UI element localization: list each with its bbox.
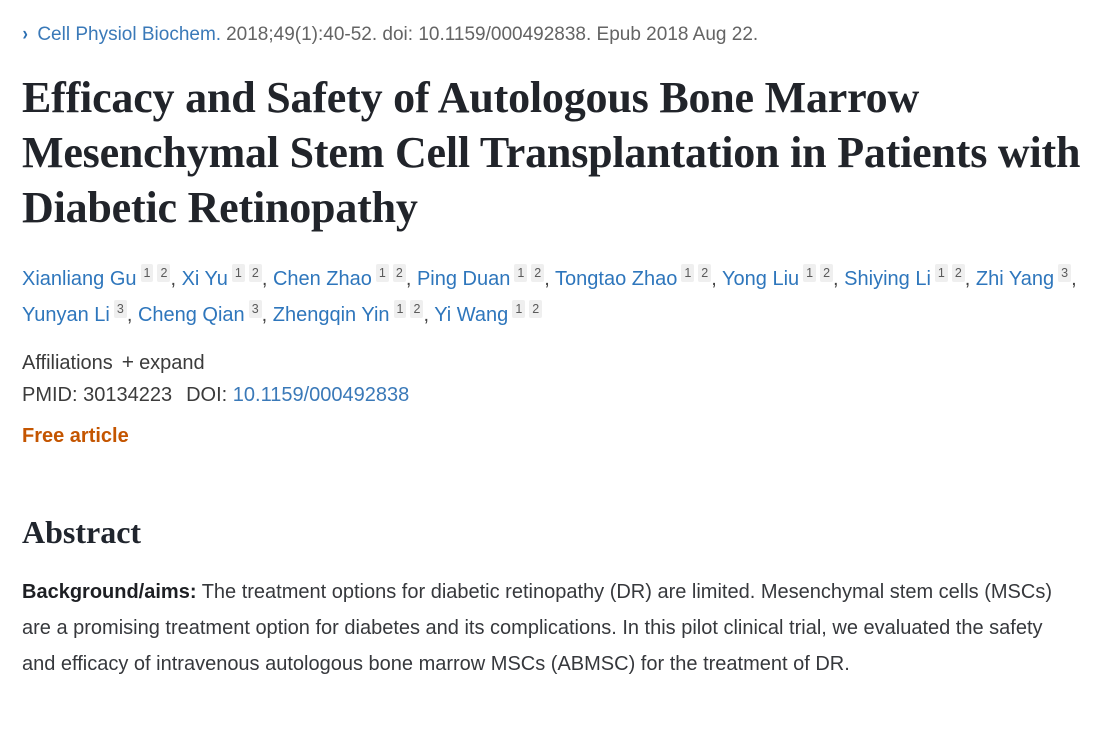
expand-affiliations-link[interactable]: expand bbox=[139, 352, 205, 374]
affiliations-label: Affiliations bbox=[22, 352, 113, 374]
author-affiliation-badge[interactable]: 2 bbox=[529, 300, 543, 318]
author-affiliation-badge[interactable]: 2 bbox=[531, 264, 545, 282]
author-affiliation-badge[interactable]: 2 bbox=[157, 264, 171, 282]
author-link[interactable]: Yi Wang bbox=[434, 304, 509, 326]
author-separator: , bbox=[126, 304, 138, 326]
author-affiliation-badge[interactable]: 2 bbox=[392, 264, 406, 282]
author-link[interactable]: Shiying Li bbox=[844, 268, 931, 290]
author-affiliation-badge[interactable]: 1 bbox=[803, 264, 817, 282]
author-separator: , bbox=[544, 268, 556, 290]
author-affiliation-badge[interactable]: 2 bbox=[951, 264, 965, 282]
doi-label: DOI: bbox=[186, 384, 228, 406]
affiliations-row: Affiliations + expand bbox=[22, 348, 1096, 378]
author-separator: , bbox=[833, 268, 845, 290]
identifiers-row: PMID: 30134223 DOI: 10.1159/000492838 bbox=[22, 378, 1096, 412]
page-title: Efficacy and Safety of Autologous Bone M… bbox=[22, 73, 1081, 232]
author-affiliation-badge[interactable]: 2 bbox=[820, 264, 834, 282]
author-affiliation-badge[interactable]: 1 bbox=[681, 264, 695, 282]
author-affiliation-badge[interactable]: 3 bbox=[113, 300, 127, 318]
author-separator: , bbox=[711, 268, 723, 290]
author-affiliation-badge[interactable]: 1 bbox=[375, 264, 389, 282]
article-meta: Affiliations + expand PMID: 30134223 DOI: 1… bbox=[22, 348, 1096, 450]
chevron-right-icon[interactable]: › bbox=[22, 24, 28, 45]
citation-line: › Cell Physiol Biochem. 2018;49(1):40-52… bbox=[22, 22, 1096, 48]
author-link[interactable]: Ping Duan bbox=[416, 268, 511, 290]
author-link[interactable]: Chen Zhao bbox=[272, 268, 372, 290]
plus-icon[interactable]: + bbox=[121, 351, 135, 374]
author-link[interactable]: Xianliang Gu bbox=[22, 268, 137, 290]
author-affiliation-badge[interactable]: 2 bbox=[410, 300, 424, 318]
author-separator: , bbox=[405, 268, 417, 290]
pmid-label: PMID: bbox=[22, 384, 78, 406]
author-list: Xianliang Gu 1 2, Xi Yu 1 2, Chen Zhao 1 2, Pi… bbox=[22, 261, 1096, 333]
abstract-heading: Abstract bbox=[22, 514, 142, 550]
author-separator: , bbox=[1071, 268, 1077, 290]
author-affiliation-badge[interactable]: 1 bbox=[231, 264, 245, 282]
abstract-body: Background/aims: The treatment options f… bbox=[22, 574, 1077, 682]
author-affiliation-badge[interactable]: 1 bbox=[934, 264, 948, 282]
author-separator: , bbox=[261, 304, 273, 326]
author-affiliation-badge[interactable]: 1 bbox=[512, 300, 526, 318]
pmid-value: 30134223 bbox=[83, 384, 173, 406]
author-link[interactable]: Zhi Yang bbox=[975, 268, 1055, 290]
abstract-section-label: Background/aims: bbox=[22, 581, 197, 603]
abstract-section-text: The treatment options for diabetic retin… bbox=[22, 581, 1052, 675]
author-affiliation-badge[interactable]: 3 bbox=[248, 300, 262, 318]
author-affiliation-badge[interactable]: 1 bbox=[140, 264, 154, 282]
doi-link[interactable]: 10.1159/000492838 bbox=[232, 384, 410, 406]
article-page: › Cell Physiol Biochem. 2018;49(1):40-52… bbox=[22, 22, 1096, 682]
author-affiliation-badge[interactable]: 1 bbox=[514, 264, 528, 282]
journal-name[interactable]: Cell Physiol Biochem. bbox=[37, 24, 222, 45]
author-link[interactable]: Zhengqin Yin bbox=[272, 304, 390, 326]
author-link[interactable]: Tongtao Zhao bbox=[555, 268, 678, 290]
author-separator: , bbox=[261, 268, 273, 290]
free-article-badge[interactable]: Free article bbox=[22, 425, 129, 447]
author-separator: , bbox=[170, 268, 182, 290]
author-link[interactable]: Cheng Qian bbox=[137, 304, 245, 326]
author-link[interactable]: Xi Yu bbox=[181, 268, 228, 290]
author-affiliation-badge[interactable]: 2 bbox=[248, 264, 262, 282]
author-separator: , bbox=[423, 304, 435, 326]
author-separator: , bbox=[964, 268, 976, 290]
author-affiliation-badge[interactable]: 1 bbox=[393, 300, 407, 318]
author-affiliation-badge[interactable]: 2 bbox=[698, 264, 712, 282]
citation-details: 2018;49(1):40-52. doi: 10.1159/000492838… bbox=[226, 24, 759, 45]
author-affiliation-badge[interactable]: 3 bbox=[1058, 264, 1072, 282]
author-link[interactable]: Yunyan Li bbox=[22, 304, 110, 326]
author-link[interactable]: Yong Liu bbox=[722, 268, 800, 290]
